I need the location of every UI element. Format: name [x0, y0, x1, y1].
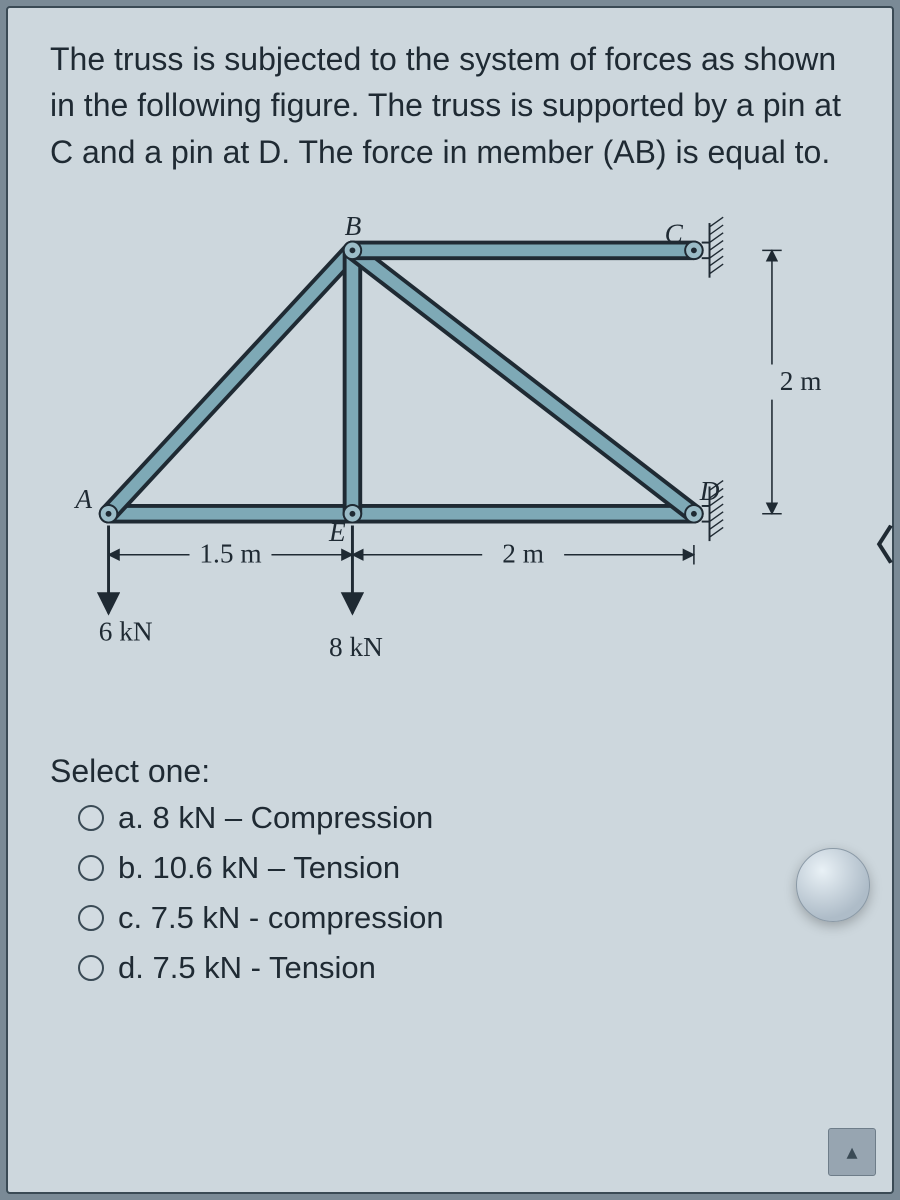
- question-card: The truss is subjected to the system of …: [6, 6, 894, 1194]
- svg-text:E: E: [328, 517, 346, 547]
- radio-icon: [78, 905, 104, 931]
- diagram-container: AEDBC6 kN8 kN1.5 m2 m2 m: [50, 185, 850, 745]
- svg-text:A: A: [73, 484, 92, 514]
- option-c[interactable]: c. 7.5 kN - compression: [78, 900, 850, 936]
- option-label: c. 7.5 kN - compression: [118, 900, 444, 936]
- radio-icon: [78, 805, 104, 831]
- scroll-up-button[interactable]: ▴: [828, 1128, 876, 1176]
- option-label: d. 7.5 kN - Tension: [118, 950, 376, 986]
- option-label: a. 8 kN – Compression: [118, 800, 433, 836]
- svg-text:1.5 m: 1.5 m: [199, 539, 261, 569]
- svg-text:B: B: [345, 211, 362, 241]
- option-d[interactable]: d. 7.5 kN - Tension: [78, 950, 850, 986]
- option-label: b. 10.6 kN – Tension: [118, 850, 400, 886]
- floating-hint-button[interactable]: [796, 848, 870, 922]
- option-a[interactable]: a. 8 kN – Compression: [78, 800, 850, 836]
- svg-text:2 m: 2 m: [780, 366, 822, 396]
- nav-arrow-icon: 〈: [854, 513, 894, 571]
- chevron-up-icon: ▴: [846, 1139, 857, 1165]
- select-one-prompt: Select one:: [50, 753, 850, 790]
- question-text: The truss is subjected to the system of …: [50, 36, 850, 175]
- options-list: a. 8 kN – Compression b. 10.6 kN – Tensi…: [50, 800, 850, 986]
- truss-diagram: AEDBC6 kN8 kN1.5 m2 m2 m: [50, 185, 850, 745]
- option-b[interactable]: b. 10.6 kN – Tension: [78, 850, 850, 886]
- svg-text:6 kN: 6 kN: [99, 617, 153, 647]
- svg-text:2 m: 2 m: [502, 539, 544, 569]
- radio-icon: [78, 855, 104, 881]
- svg-text:C: C: [665, 219, 684, 249]
- radio-icon: [78, 955, 104, 981]
- svg-text:8 kN: 8 kN: [329, 632, 383, 662]
